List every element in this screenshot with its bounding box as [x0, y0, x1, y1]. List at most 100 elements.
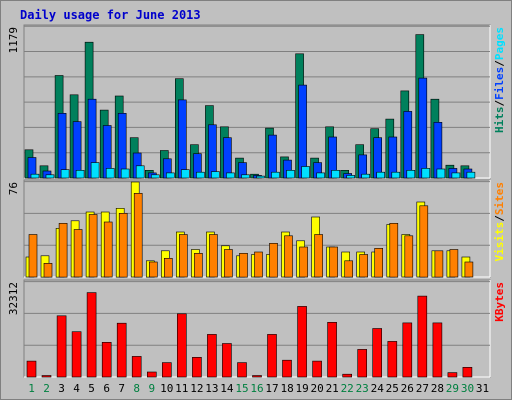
bar-pages-day-27 — [421, 168, 431, 179]
x-tick-day-22: 22 — [341, 382, 354, 395]
x-tick-day-31: 31 — [476, 382, 489, 395]
panel-top-legend: Hits/Files/Pages — [493, 27, 506, 133]
x-tick-day-17: 17 — [265, 382, 278, 395]
bar-kbytes-day-3 — [56, 315, 67, 378]
bar-sites-day-13 — [209, 234, 218, 278]
bar-sites-day-25 — [389, 223, 399, 278]
x-tick-day-28: 28 — [431, 382, 444, 395]
x-tick-day-16: 16 — [250, 382, 263, 395]
bar-files-day-13 — [208, 124, 217, 179]
panel-bottom: 32312 KBytes — [7, 279, 506, 378]
x-tick-day-9: 9 — [148, 382, 155, 395]
bar-files-day-27 — [418, 77, 428, 179]
bar-sites-day-10 — [164, 257, 173, 278]
bar-sites-day-22 — [344, 260, 354, 278]
bar-kbytes-day-24 — [372, 328, 383, 378]
bar-kbytes-day-10 — [162, 362, 172, 378]
bar-sites-day-11 — [179, 234, 188, 278]
panel-middle: 76 Visits/Sites — [7, 179, 506, 278]
panel-middle-legend: Visits/Sites — [493, 182, 506, 262]
bar-sites-day-14 — [224, 249, 233, 278]
bar-pages-day-10 — [166, 172, 175, 179]
bar-files-day-7 — [117, 113, 127, 179]
bar-kbytes-day-20 — [312, 360, 322, 378]
bar-kbytes-day-16 — [252, 375, 262, 378]
bar-kbytes-day-17 — [267, 334, 277, 378]
bar-sites-day-23 — [359, 254, 369, 278]
legend-sites: Sites — [493, 182, 506, 215]
x-tick-day-13: 13 — [205, 382, 218, 395]
bar-pages-day-23 — [361, 173, 371, 179]
bar-pages-day-9 — [151, 174, 160, 179]
bar-kbytes-day-11 — [177, 313, 187, 378]
bar-kbytes-day-27 — [417, 295, 428, 378]
bar-pages-day-18 — [286, 170, 295, 179]
bar-files-day-3 — [57, 113, 67, 179]
bar-sites-day-18 — [284, 235, 293, 278]
bar-sites-day-27 — [419, 205, 429, 278]
bar-kbytes-day-29 — [447, 372, 458, 378]
bar-sites-day-7 — [118, 213, 128, 278]
bar-pages-day-8 — [135, 165, 145, 179]
bar-sites-day-6 — [103, 221, 113, 278]
bar-sites-day-4 — [73, 229, 83, 278]
bar-pages-day-11 — [181, 169, 190, 179]
bar-sites-day-1 — [28, 234, 38, 278]
bar-kbytes-day-19 — [297, 306, 307, 378]
bar-pages-day-24 — [376, 171, 386, 179]
bar-pages-day-29 — [451, 172, 461, 179]
bar-pages-day-19 — [301, 166, 310, 179]
bar-sites-day-19 — [299, 246, 308, 278]
bar-files-day-4 — [72, 121, 82, 179]
bar-kbytes-day-28 — [432, 322, 443, 378]
x-tick-day-19: 19 — [295, 382, 308, 395]
bar-pages-day-5 — [90, 162, 100, 179]
panel-middle-max-label: 76 — [7, 182, 20, 195]
bar-sites-day-16 — [254, 251, 263, 278]
legend-pages: Pages — [493, 27, 506, 60]
bar-kbytes-day-6 — [101, 341, 112, 378]
chart-title: Daily usage for June 2013 — [20, 8, 201, 22]
bar-sites-day-3 — [58, 223, 68, 278]
bar-sites-day-20 — [314, 234, 323, 278]
x-tick-day-14: 14 — [220, 382, 234, 395]
bar-sites-day-15 — [239, 253, 248, 278]
bar-sites-day-21 — [329, 246, 338, 278]
panel-bottom-max-label: 32312 — [7, 282, 20, 315]
x-tick-day-21: 21 — [326, 382, 339, 395]
bar-sites-day-17 — [269, 243, 278, 278]
x-tick-day-24: 24 — [371, 382, 385, 395]
legend-files: Files — [493, 67, 506, 100]
bar-sites-day-30 — [464, 261, 474, 278]
bar-pages-day-2 — [45, 174, 55, 179]
x-tick-day-5: 5 — [88, 382, 95, 395]
bar-sites-day-2 — [43, 262, 53, 278]
bar-kbytes-day-23 — [357, 349, 368, 378]
bar-kbytes-day-8 — [131, 356, 142, 378]
panel-bottom-legend: KBytes — [493, 282, 506, 322]
bar-sites-day-8 — [133, 193, 143, 278]
bar-sites-day-12 — [194, 253, 203, 278]
panel-bottom-plot-area — [23, 279, 491, 378]
bar-pages-day-6 — [105, 168, 115, 179]
bar-files-day-26 — [403, 111, 413, 179]
bar-kbytes-day-14 — [222, 343, 232, 378]
legend-visits: Visits — [493, 222, 506, 262]
bar-pages-day-7 — [120, 168, 130, 179]
bar-pages-day-4 — [75, 170, 85, 179]
bar-pages-day-1 — [30, 173, 40, 179]
bar-sites-day-24 — [374, 248, 384, 278]
x-tick-day-25: 25 — [386, 382, 399, 395]
bar-kbytes-day-5 — [86, 292, 97, 378]
legend-separator: / — [493, 100, 506, 107]
x-tick-day-11: 11 — [175, 382, 188, 395]
bar-pages-day-13 — [211, 171, 220, 179]
x-tick-day-10: 10 — [160, 382, 173, 395]
bar-kbytes-day-15 — [237, 362, 247, 378]
x-tick-day-26: 26 — [401, 382, 414, 395]
panel-top-max-label: 1179 — [7, 27, 20, 54]
bar-pages-day-15 — [241, 174, 250, 179]
bar-kbytes-day-4 — [71, 331, 82, 378]
